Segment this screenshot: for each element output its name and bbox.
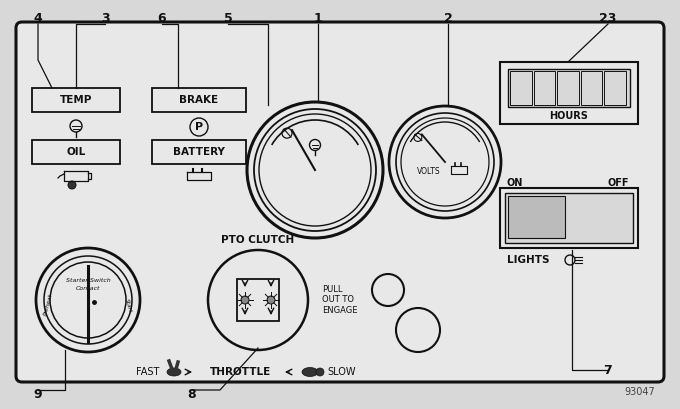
Text: TEMP: TEMP (60, 95, 92, 105)
Ellipse shape (302, 368, 318, 377)
Text: VOLTS: VOLTS (418, 168, 441, 177)
Text: BATTERY: BATTERY (173, 147, 225, 157)
Text: ON: ON (507, 178, 523, 188)
Bar (152, 140, 246, 164)
Bar (32, 88, 120, 112)
Ellipse shape (167, 368, 181, 376)
Bar (605, 71, 626, 105)
Text: FAST: FAST (136, 367, 160, 377)
Circle shape (267, 296, 275, 304)
Circle shape (241, 296, 249, 304)
Text: 1: 1 (313, 11, 322, 25)
Bar (152, 88, 246, 112)
Text: HOURS: HOURS (549, 111, 588, 121)
Text: 23: 23 (599, 11, 617, 25)
Text: PTO CLUTCH: PTO CLUTCH (222, 235, 294, 245)
Text: 6: 6 (158, 11, 167, 25)
Text: Contact: Contact (75, 285, 100, 290)
Bar (508, 69, 630, 107)
Text: LIGHTS: LIGHTS (507, 255, 549, 265)
Text: 7: 7 (604, 364, 613, 377)
Text: 4: 4 (33, 11, 42, 25)
Text: 8: 8 (188, 389, 197, 402)
Text: 5: 5 (224, 11, 233, 25)
Text: 3: 3 (101, 11, 109, 25)
Text: P: P (195, 122, 203, 132)
Text: SLOW: SLOW (328, 367, 356, 377)
Bar (510, 71, 532, 105)
Bar (557, 71, 579, 105)
Text: Starter Switch: Starter Switch (66, 277, 110, 283)
Text: Preheat: Preheat (43, 293, 53, 317)
Text: Start: Start (124, 297, 132, 312)
Bar (534, 71, 555, 105)
Circle shape (316, 368, 324, 376)
Circle shape (68, 181, 76, 189)
FancyBboxPatch shape (16, 22, 664, 382)
Bar (32, 140, 120, 164)
Bar (500, 188, 638, 248)
Bar (508, 196, 565, 238)
Text: OFF: OFF (607, 178, 629, 188)
Bar (500, 62, 638, 124)
Text: PULL
OUT TO
ENGAGE: PULL OUT TO ENGAGE (322, 285, 358, 315)
Bar (581, 71, 602, 105)
Text: BRAKE: BRAKE (180, 95, 218, 105)
Text: OIL: OIL (67, 147, 86, 157)
Text: 9: 9 (34, 389, 42, 402)
Bar (237, 279, 279, 321)
Text: THROTTLE: THROTTLE (209, 367, 271, 377)
Text: 2: 2 (443, 11, 452, 25)
Bar (505, 193, 633, 243)
Text: 93047: 93047 (625, 387, 656, 397)
